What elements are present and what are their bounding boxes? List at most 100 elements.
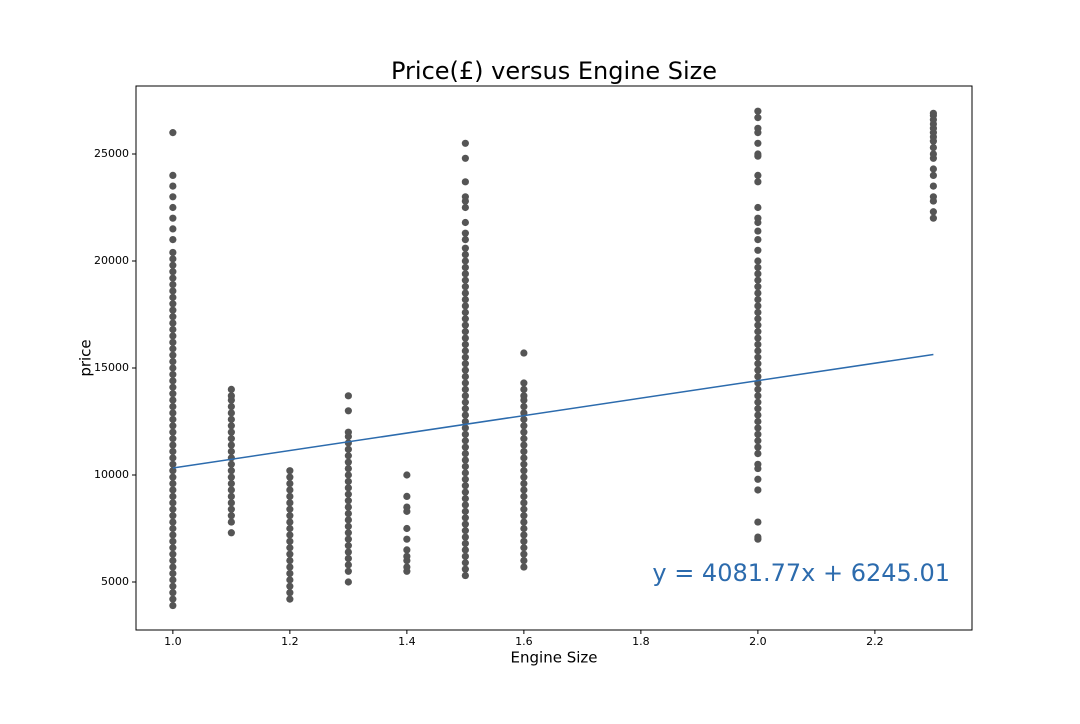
point bbox=[520, 460, 528, 468]
point bbox=[344, 561, 352, 569]
point bbox=[754, 460, 762, 468]
x-tick-label: 1.6 bbox=[515, 635, 533, 648]
point bbox=[227, 392, 235, 400]
point bbox=[286, 544, 294, 552]
point bbox=[461, 178, 469, 186]
point bbox=[286, 473, 294, 481]
point bbox=[286, 499, 294, 507]
point bbox=[754, 302, 762, 310]
point bbox=[461, 270, 469, 278]
point bbox=[754, 360, 762, 368]
point bbox=[169, 261, 177, 269]
point bbox=[520, 349, 528, 357]
point bbox=[520, 518, 528, 526]
point bbox=[344, 554, 352, 563]
point bbox=[754, 139, 762, 147]
point bbox=[344, 522, 352, 530]
point bbox=[344, 548, 352, 556]
point bbox=[227, 415, 235, 423]
point bbox=[403, 563, 411, 571]
point bbox=[754, 150, 762, 158]
point bbox=[754, 437, 762, 445]
point bbox=[169, 383, 177, 391]
point bbox=[461, 229, 469, 237]
point bbox=[169, 499, 177, 507]
point bbox=[169, 589, 177, 597]
point bbox=[169, 435, 177, 443]
point bbox=[461, 250, 469, 259]
point bbox=[461, 437, 469, 445]
point bbox=[754, 450, 762, 458]
point bbox=[227, 486, 235, 494]
point bbox=[929, 165, 937, 173]
point bbox=[461, 430, 469, 438]
point bbox=[461, 488, 469, 496]
point bbox=[169, 351, 177, 359]
point bbox=[169, 454, 177, 462]
point bbox=[286, 531, 294, 539]
point bbox=[169, 345, 177, 353]
point bbox=[286, 492, 294, 501]
point bbox=[520, 544, 528, 552]
point bbox=[403, 524, 411, 533]
point bbox=[169, 319, 177, 327]
point bbox=[754, 518, 762, 526]
point bbox=[754, 443, 762, 451]
point bbox=[461, 450, 469, 458]
point bbox=[754, 321, 762, 329]
point bbox=[461, 443, 469, 451]
point bbox=[286, 518, 294, 526]
point bbox=[227, 460, 235, 468]
point bbox=[461, 236, 469, 244]
point bbox=[286, 467, 294, 475]
point bbox=[520, 402, 528, 411]
point bbox=[169, 537, 177, 545]
point bbox=[169, 236, 177, 244]
point bbox=[754, 203, 762, 212]
point bbox=[754, 533, 762, 541]
point bbox=[227, 422, 235, 430]
point bbox=[169, 370, 177, 379]
point bbox=[403, 471, 411, 479]
point bbox=[227, 479, 235, 488]
point bbox=[169, 595, 177, 603]
point bbox=[286, 512, 294, 520]
point bbox=[754, 486, 762, 494]
point bbox=[169, 402, 177, 411]
point bbox=[754, 353, 762, 361]
point bbox=[461, 347, 469, 355]
point bbox=[754, 405, 762, 413]
point bbox=[520, 557, 528, 565]
point bbox=[461, 546, 469, 554]
point bbox=[344, 535, 352, 543]
point bbox=[286, 486, 294, 494]
point bbox=[461, 385, 469, 394]
point bbox=[286, 537, 294, 545]
point bbox=[754, 372, 762, 381]
point bbox=[754, 334, 762, 342]
point bbox=[461, 353, 469, 361]
point bbox=[520, 492, 528, 501]
point bbox=[754, 214, 762, 222]
y-axis-label: price bbox=[77, 339, 95, 376]
point bbox=[169, 428, 177, 436]
point bbox=[169, 364, 177, 372]
point bbox=[227, 467, 235, 475]
point bbox=[344, 484, 352, 492]
point bbox=[520, 479, 528, 488]
point bbox=[169, 557, 177, 565]
point bbox=[169, 492, 177, 501]
point bbox=[461, 398, 469, 406]
point bbox=[754, 289, 762, 297]
point bbox=[169, 287, 177, 295]
point bbox=[461, 462, 469, 471]
point bbox=[754, 270, 762, 278]
point bbox=[344, 458, 352, 466]
point bbox=[169, 306, 177, 314]
point bbox=[461, 571, 469, 580]
point bbox=[403, 492, 411, 501]
point bbox=[520, 473, 528, 481]
point bbox=[461, 379, 469, 387]
point bbox=[169, 531, 177, 539]
point bbox=[169, 409, 177, 417]
